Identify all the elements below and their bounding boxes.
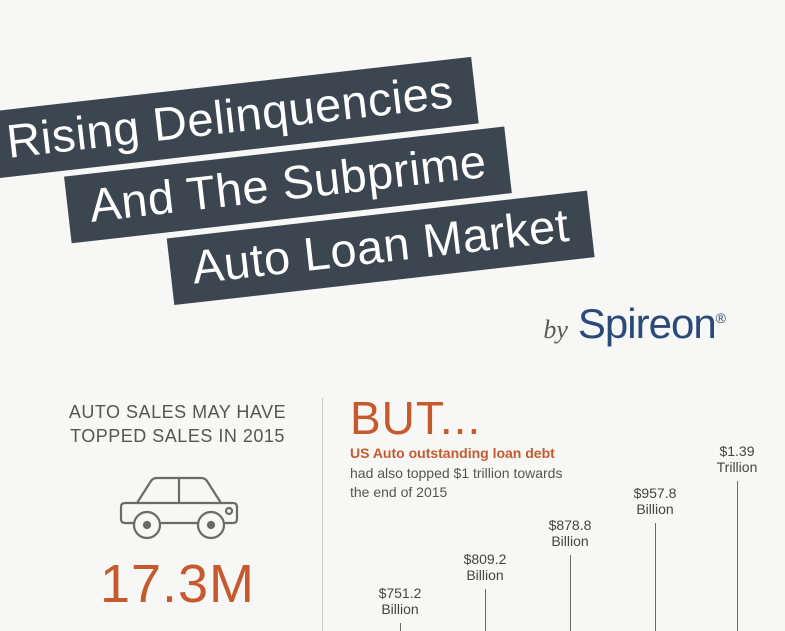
auto-sales-heading: AUTO SALES MAY HAVE TOPPED SALES IN 2015 [40, 400, 315, 449]
bar-amount: $809.2 [464, 551, 507, 567]
bar-group: $1.39Trillion [702, 443, 772, 631]
bar-stick [737, 481, 738, 631]
bar-label: $1.39Trillion [702, 443, 772, 475]
bar-amount: $1.39 [719, 443, 754, 459]
bar-group: $809.2Billion [450, 551, 520, 631]
bar-group: $751.2Billion [365, 585, 435, 631]
registered-mark: ® [716, 310, 725, 326]
bar-group: $957.8Billion [620, 485, 690, 631]
byline: by Spireon® [543, 300, 725, 348]
bar-unit: Billion [551, 533, 588, 549]
auto-sales-heading-line2: TOPPED SALES IN 2015 [70, 426, 285, 446]
bar-unit: Trillion [717, 459, 758, 475]
debt-bar-chart: $751.2Billion$809.2Billion$878.8Billion$… [350, 455, 770, 631]
bar-stick [570, 555, 571, 631]
bar-stick [655, 523, 656, 631]
bar-group: $878.8Billion [535, 517, 605, 631]
bar-stick [400, 623, 401, 631]
bar-unit: Billion [466, 567, 503, 583]
car-icon [113, 467, 243, 547]
vertical-divider [322, 398, 323, 631]
bar-unit: Billion [636, 501, 673, 517]
but-heading: BUT... [350, 395, 770, 441]
auto-sales-panel: AUTO SALES MAY HAVE TOPPED SALES IN 2015… [40, 400, 315, 615]
auto-sales-heading-line1: AUTO SALES MAY HAVE [69, 402, 286, 422]
bar-amount: $751.2 [379, 585, 422, 601]
bar-unit: Billion [381, 601, 418, 617]
byline-by: by [543, 315, 568, 345]
brand-name: Spireon [578, 300, 716, 347]
title-banner: Rising Delinquencies And The Subprime Au… [180, 46, 595, 308]
bar-stick [485, 589, 486, 631]
bar-label: $751.2Billion [365, 585, 435, 617]
auto-sales-stat: 17.3M [40, 553, 315, 615]
brand-logo: Spireon® [578, 300, 725, 348]
bar-amount: $878.8 [549, 517, 592, 533]
bar-label: $878.8Billion [535, 517, 605, 549]
bar-label: $957.8Billion [620, 485, 690, 517]
bar-amount: $957.8 [634, 485, 677, 501]
bar-label: $809.2Billion [450, 551, 520, 583]
